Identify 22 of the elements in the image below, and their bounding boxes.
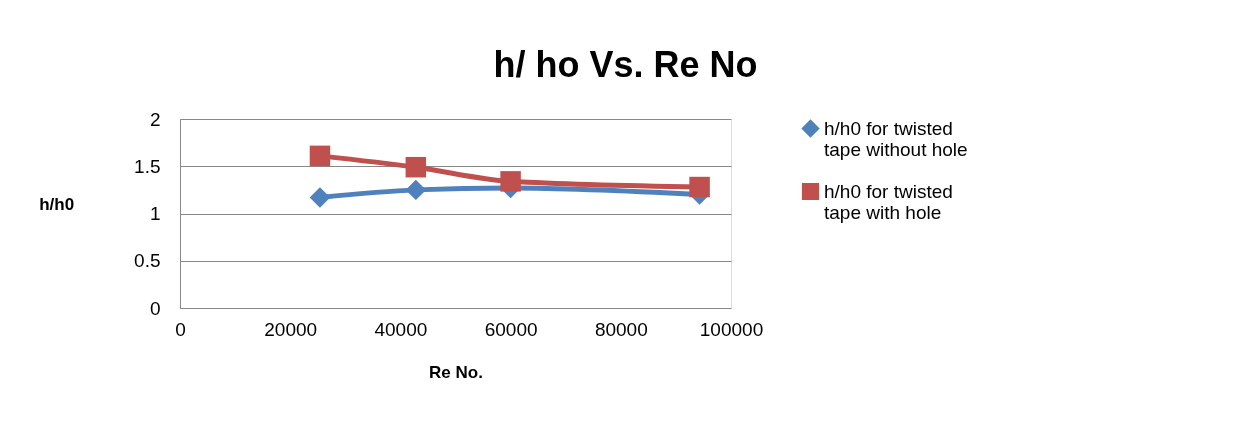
x-tick-label: 100000	[699, 318, 764, 340]
y-tick-label: 0	[149, 297, 161, 319]
y-tick-label: 1.5	[134, 155, 161, 177]
point	[405, 179, 427, 201]
y-axis-title: h/h0	[39, 195, 75, 214]
x-tick-label: 60000	[484, 318, 538, 340]
y-tick-label: 0.5	[134, 250, 161, 272]
x-tick-label: 80000	[594, 318, 648, 340]
x-tick-label: 20000	[264, 318, 318, 340]
chart-title: h/ ho Vs. Re No	[493, 44, 758, 85]
point	[689, 176, 710, 198]
x-tick-label: 40000	[374, 318, 428, 340]
legend-label: h/h0 for twisted tape with hole	[824, 180, 953, 223]
point	[500, 171, 521, 192]
point	[309, 145, 331, 167]
point	[309, 187, 331, 208]
x-axis-title: Re No.	[429, 362, 483, 382]
legend-label: h/h0 for twisted tape without hole	[824, 117, 968, 160]
x-tick-label: 0	[175, 318, 186, 340]
point	[405, 156, 427, 178]
y-tick-label: 1	[149, 203, 161, 224]
y-tick-label: 2	[149, 108, 161, 130]
